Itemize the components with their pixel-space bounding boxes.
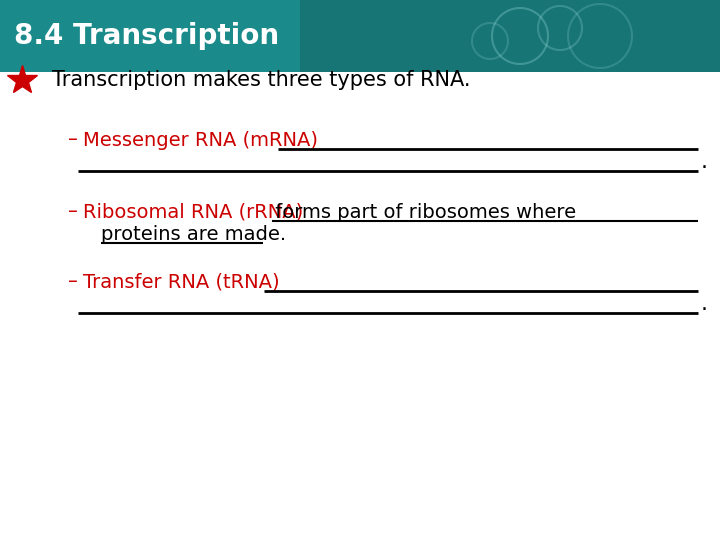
Text: .: . xyxy=(701,294,708,314)
Text: 8.4 Transcription: 8.4 Transcription xyxy=(14,22,279,50)
FancyBboxPatch shape xyxy=(300,0,720,72)
Text: .: . xyxy=(701,152,708,172)
Text: forms part of ribosomes where: forms part of ribosomes where xyxy=(269,202,576,221)
Text: proteins are made.: proteins are made. xyxy=(101,225,286,244)
Text: Transcription makes three types of RNA.: Transcription makes three types of RNA. xyxy=(52,70,470,90)
Text: Ribosomal RNA (rRNA): Ribosomal RNA (rRNA) xyxy=(83,202,303,221)
Text: –: – xyxy=(68,131,78,150)
Text: Transfer RNA (tRNA): Transfer RNA (tRNA) xyxy=(83,273,279,292)
Text: –: – xyxy=(68,202,78,221)
FancyBboxPatch shape xyxy=(0,0,720,72)
Text: Messenger RNA (mRNA): Messenger RNA (mRNA) xyxy=(83,131,318,150)
Text: –: – xyxy=(68,273,78,292)
